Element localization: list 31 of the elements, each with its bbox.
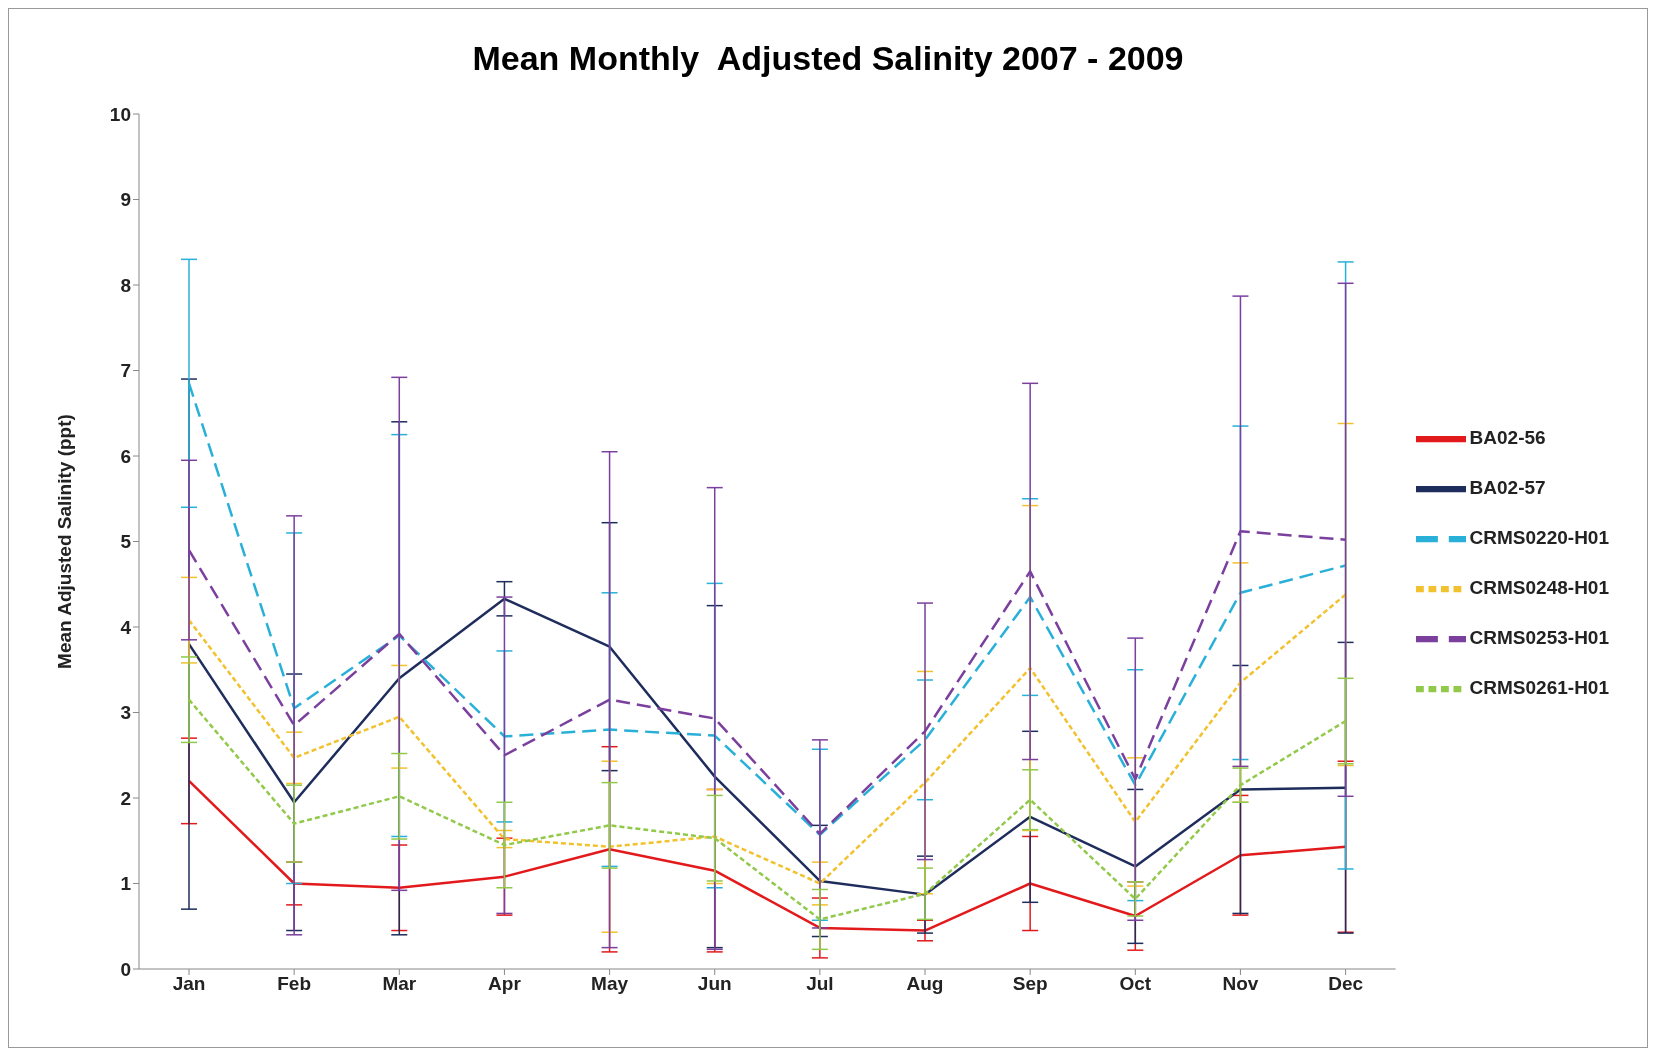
x-tick-label: Feb (277, 973, 312, 995)
y-tick-label: 1 (120, 873, 132, 895)
x-tick-label: Jul (806, 973, 834, 995)
x-tick-label: Aug (906, 973, 944, 995)
legend-label: CRMS0248-H01 (1469, 577, 1609, 599)
y-tick-label: 10 (109, 103, 131, 125)
x-tick-label: Sep (1012, 973, 1048, 995)
y-tick-label: 7 (120, 360, 131, 382)
y-tick-label: 9 (120, 189, 131, 211)
x-tick-label: May (591, 973, 629, 995)
y-tick-label: 5 (120, 531, 132, 553)
legend-label: BA02-56 (1469, 427, 1546, 449)
y-tick-label: 8 (120, 274, 131, 296)
x-tick-label: Mar (382, 973, 417, 995)
y-tick-label: 2 (120, 787, 131, 809)
x-tick-label: Apr (488, 973, 522, 995)
y-tick-label: 3 (120, 702, 131, 724)
legend-label: BA02-57 (1469, 477, 1546, 499)
legend-label: CRMS0261-H01 (1469, 677, 1609, 699)
y-axis-title: Mean Adjusted Salinity (ppt) (53, 414, 75, 669)
x-tick-label: Jun (697, 973, 732, 995)
x-tick-label: Jan (172, 973, 206, 995)
x-tick-label: Nov (1222, 973, 1259, 995)
x-tick-label: Oct (1119, 973, 1152, 995)
chart-title: Mean Monthly Adjusted Salinity 2007 - 2009 (471, 38, 1185, 79)
legend-label: CRMS0253-H01 (1469, 627, 1609, 649)
x-tick-label: Dec (1328, 973, 1364, 995)
y-tick-label: 6 (120, 445, 131, 467)
y-tick-label: 4 (120, 616, 132, 638)
legend-label: CRMS0220-H01 (1469, 527, 1609, 549)
y-tick-label: 0 (120, 958, 131, 980)
